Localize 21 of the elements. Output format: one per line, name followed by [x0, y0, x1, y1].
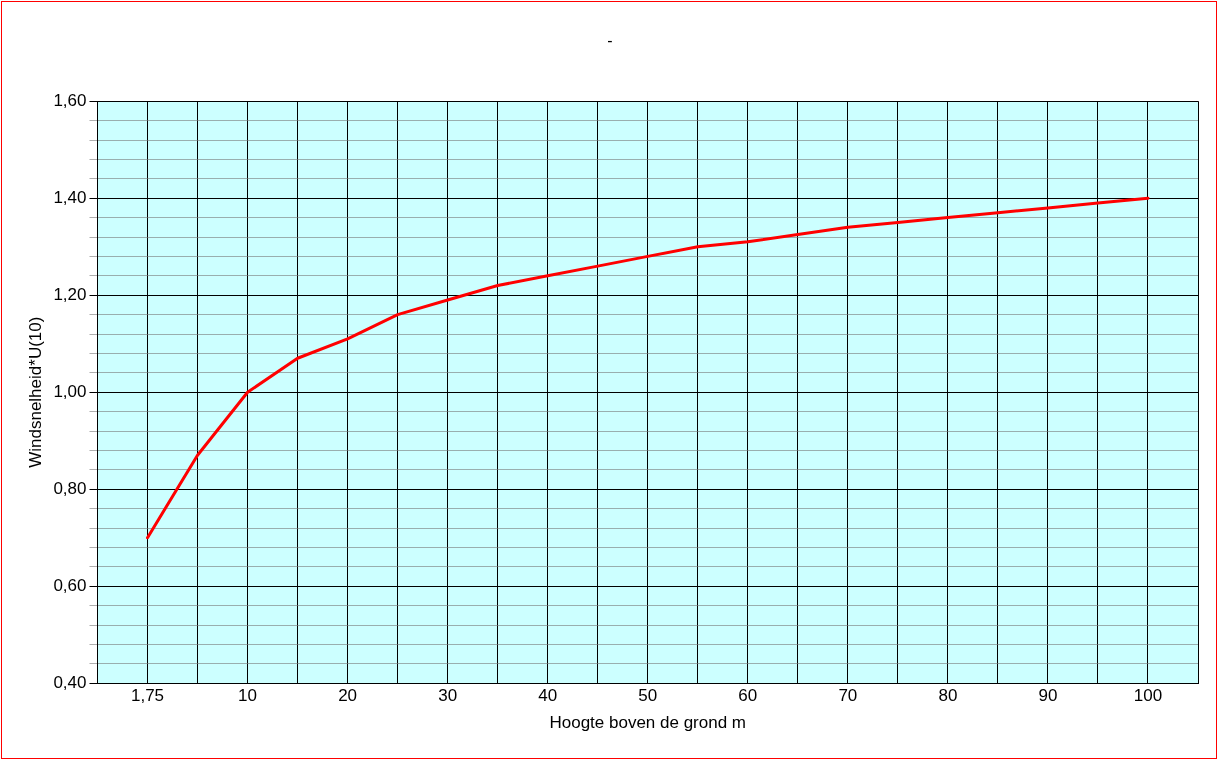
- x-tick-label: 50: [638, 686, 658, 706]
- y-tick-label: 1,20: [53, 284, 87, 304]
- x-tick-label: 100: [1133, 686, 1163, 706]
- y-tick-label: 0,80: [53, 478, 87, 498]
- y-tick-label: 1,40: [53, 187, 87, 207]
- x-tick-label: 80: [938, 686, 958, 706]
- y-tick-label: 1,60: [53, 90, 87, 110]
- chart-title: -: [607, 32, 613, 50]
- y-tick-label: 1,00: [53, 381, 87, 401]
- y-tick-label: 0,40: [53, 672, 87, 692]
- y-tick-label: 0,60: [53, 575, 87, 595]
- x-tick-label: 60: [738, 686, 758, 706]
- x-tick-label: 30: [438, 686, 458, 706]
- x-tick-label: 90: [1038, 686, 1058, 706]
- y-axis-title: Windsnelheid*U(10): [25, 316, 45, 468]
- x-tick-label: 40: [538, 686, 558, 706]
- x-tick-label: 20: [338, 686, 358, 706]
- x-axis-title: Hoogte boven de grond m: [549, 713, 747, 733]
- x-tick-label: 10: [238, 686, 258, 706]
- x-tick-label: 70: [838, 686, 858, 706]
- x-tick-label: 1,75: [130, 686, 165, 706]
